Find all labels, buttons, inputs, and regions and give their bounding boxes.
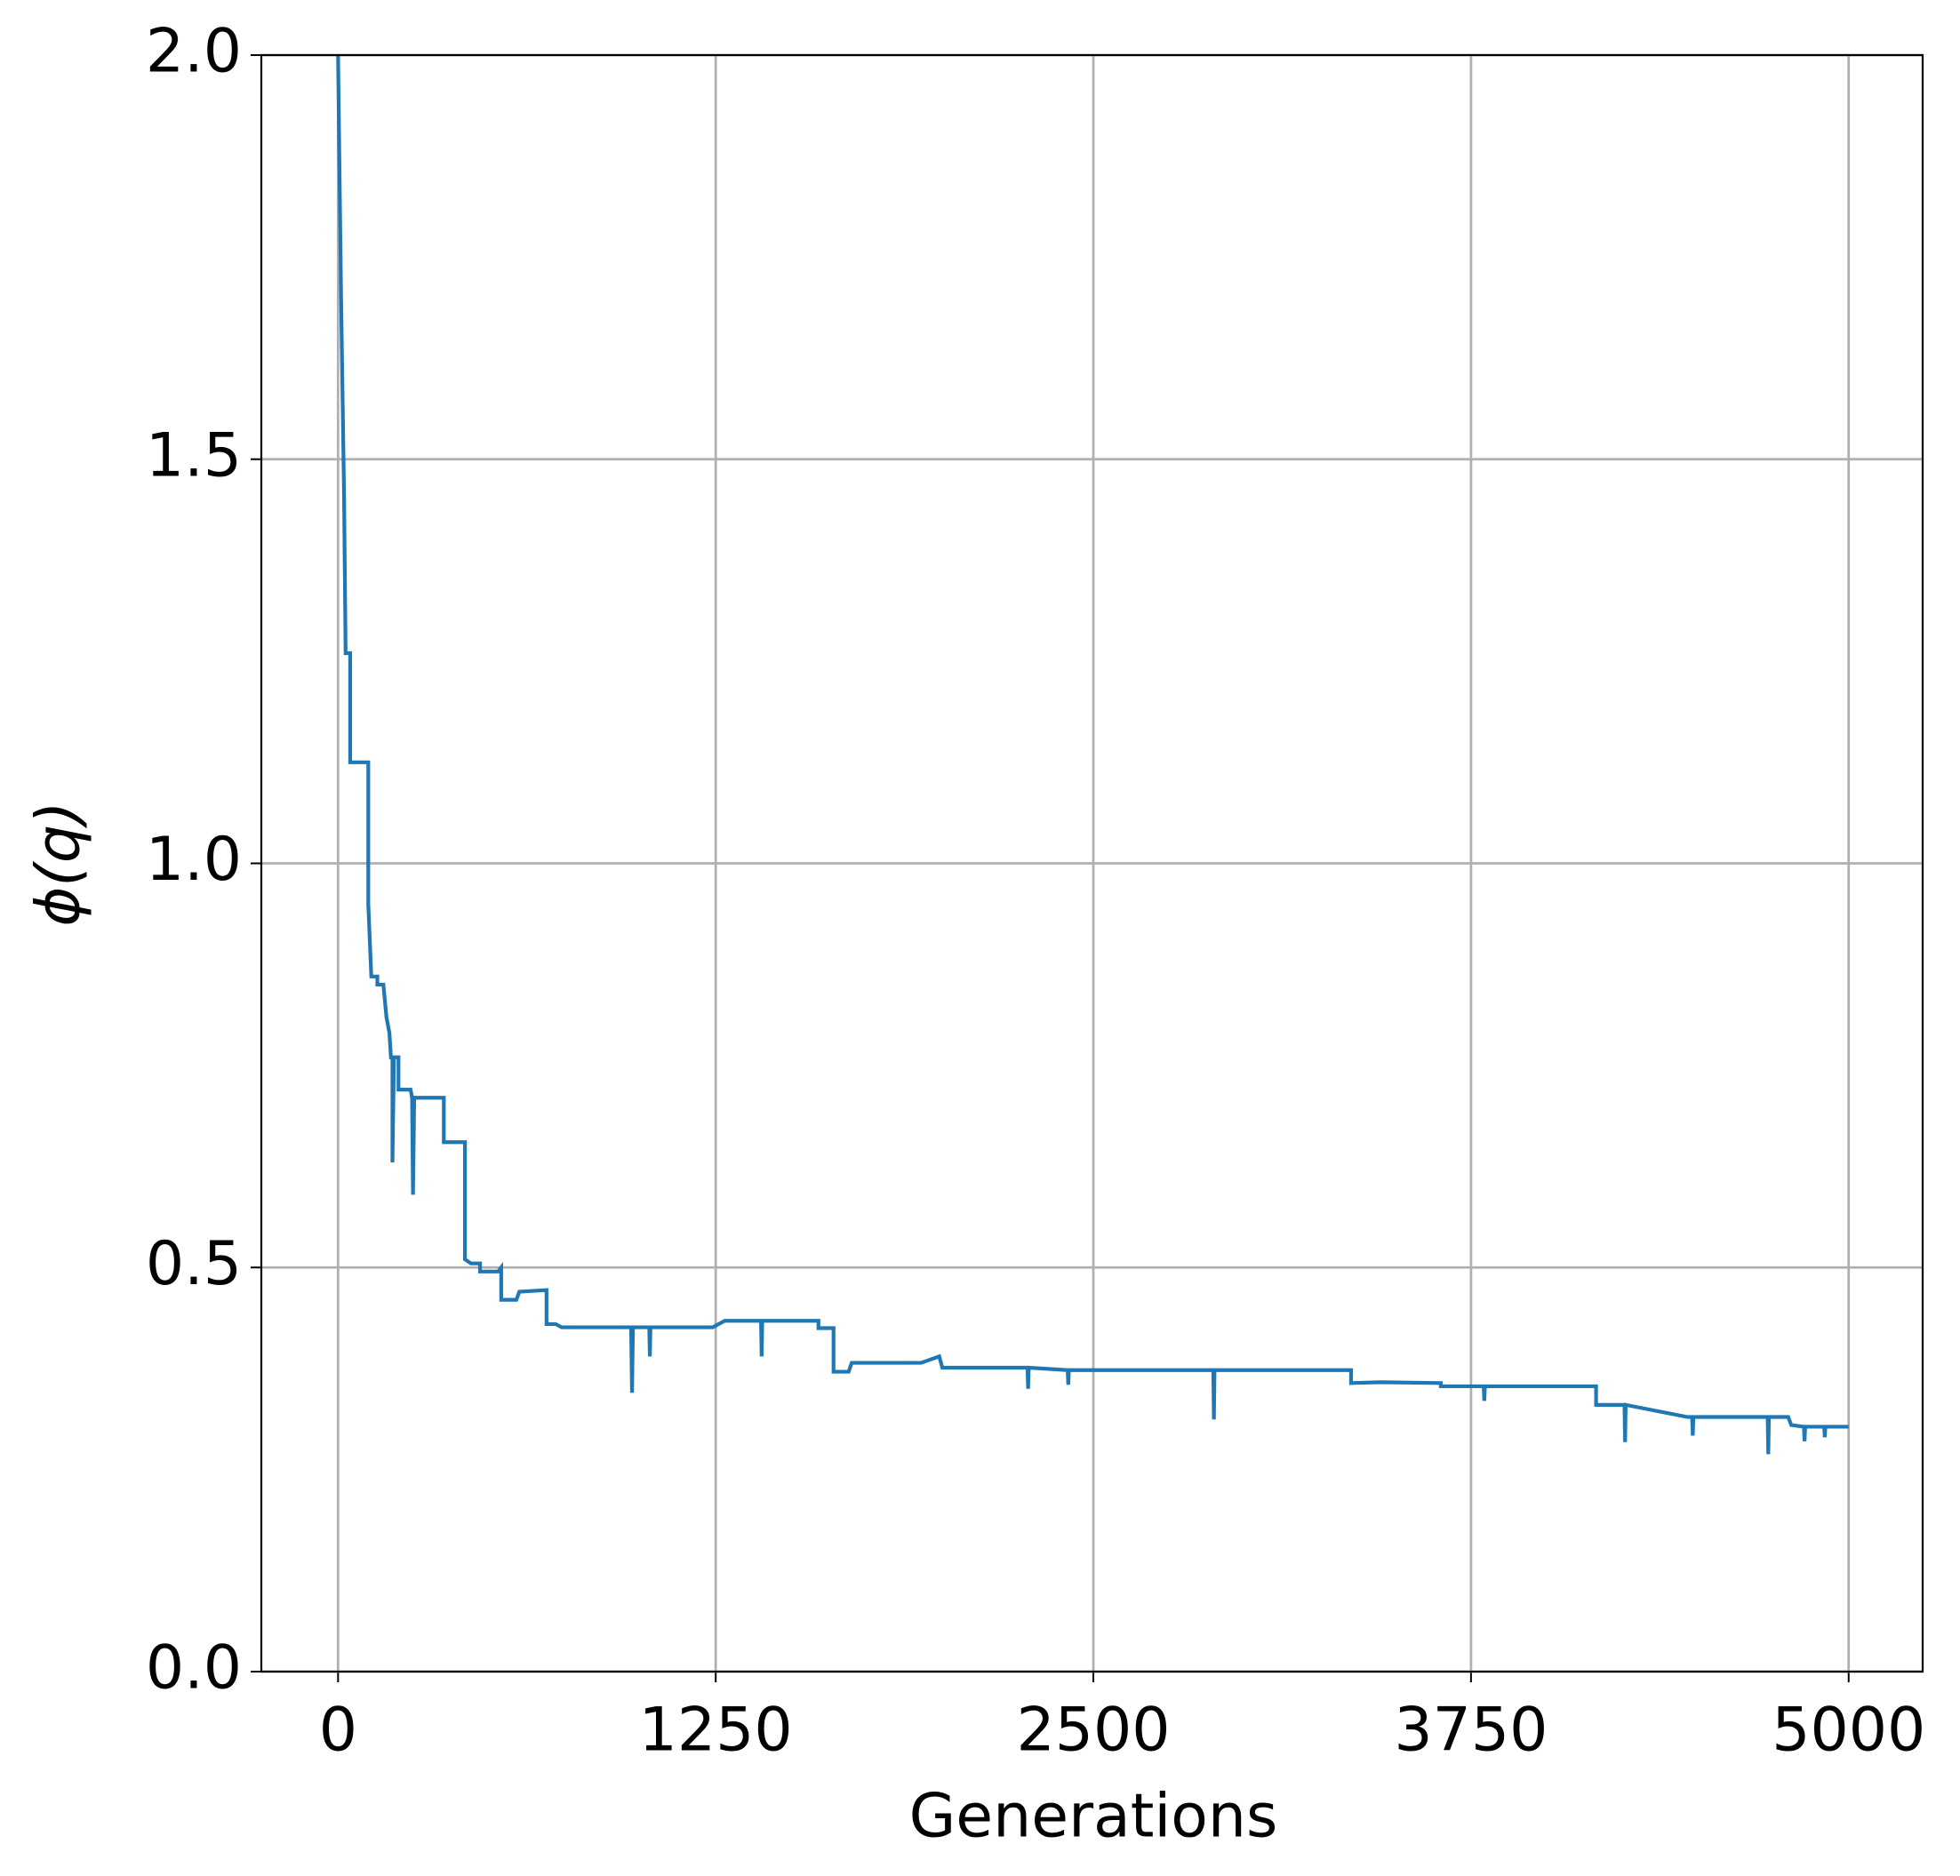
y-tick-label: 1.0 (146, 825, 242, 895)
x-tick-label: 1250 (639, 1696, 793, 1766)
x-tick-label: 2500 (1016, 1696, 1170, 1766)
y-tick-label: 2.0 (146, 17, 242, 87)
line (336, 54, 1849, 1455)
x-tick-label: 5000 (1772, 1696, 1925, 1766)
x-tick-label: 0 (319, 1696, 357, 1766)
x-tick-label: 3750 (1394, 1696, 1548, 1766)
plot-frame (260, 53, 1924, 1673)
x-axis-label: Generations (909, 1782, 1278, 1852)
y-axis-label: ϕ(q) (24, 801, 94, 926)
y-tick-label: 1.5 (146, 420, 242, 491)
y-tick-label: 0.0 (146, 1633, 242, 1704)
y-tick-label: 0.5 (146, 1229, 242, 1299)
